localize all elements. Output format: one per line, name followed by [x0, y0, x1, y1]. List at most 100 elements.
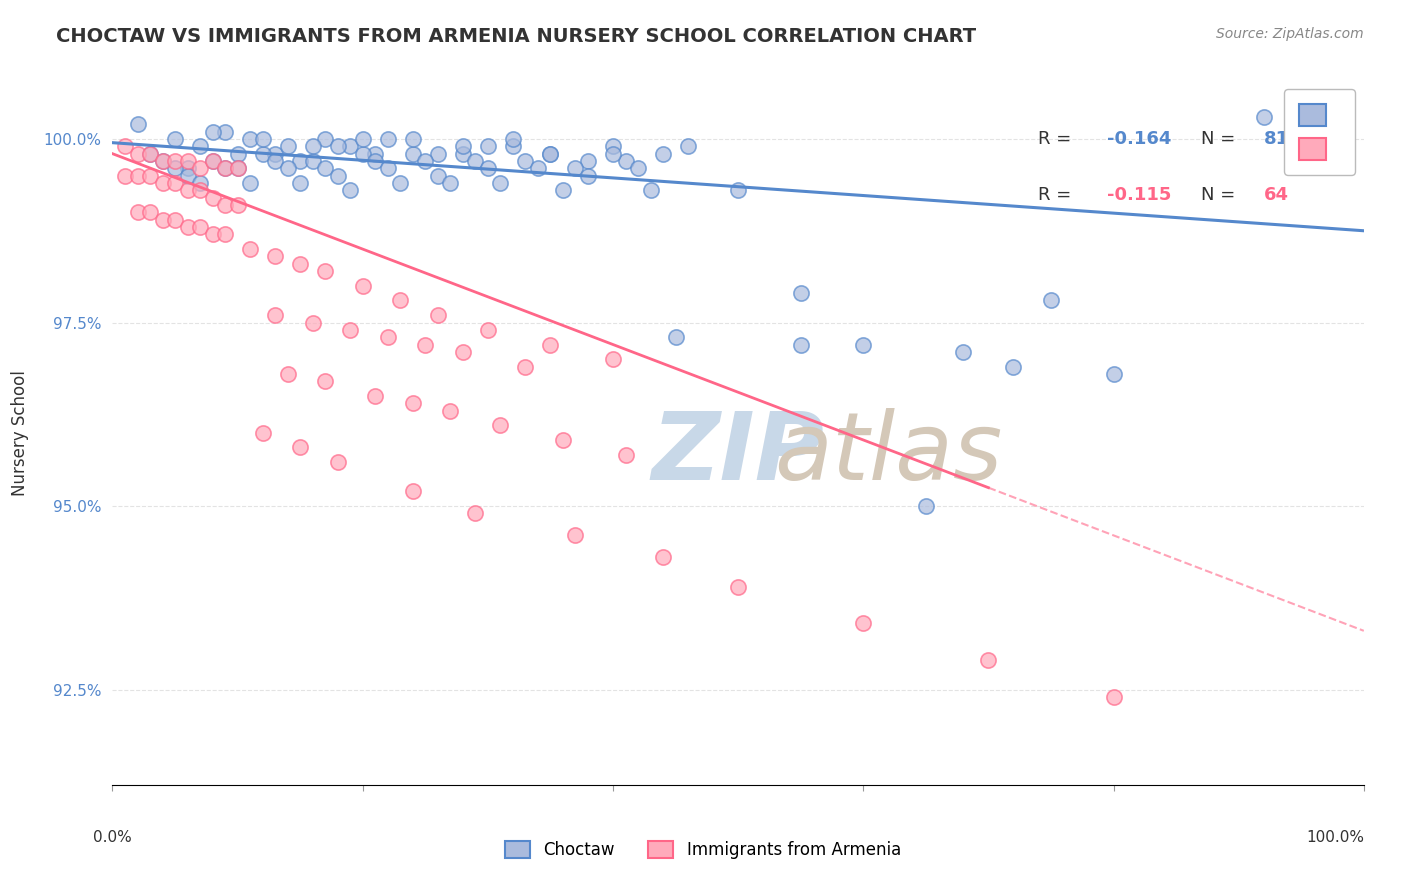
Point: [301, 154, 323, 169]
Point: [527, 161, 550, 176]
Point: [163, 161, 186, 176]
Point: [413, 154, 436, 169]
Point: [377, 330, 399, 344]
Point: [290, 176, 312, 190]
Point: [226, 198, 249, 212]
Point: [576, 154, 599, 169]
Legend: Choctaw, Immigrants from Armenia: Choctaw, Immigrants from Armenia: [499, 834, 907, 866]
Point: [188, 220, 211, 235]
Point: [152, 176, 174, 190]
Point: [402, 484, 425, 499]
Point: [727, 580, 749, 594]
Point: [201, 191, 224, 205]
Point: [451, 344, 474, 359]
Point: [489, 176, 512, 190]
Point: [426, 146, 449, 161]
Point: [352, 132, 374, 146]
Point: [314, 374, 336, 388]
Point: [214, 198, 236, 212]
Point: [152, 154, 174, 169]
Text: ZIP: ZIP: [652, 408, 824, 500]
Point: [852, 337, 875, 351]
Point: [290, 154, 312, 169]
Point: [264, 249, 287, 263]
Point: [252, 425, 274, 440]
Point: [339, 323, 361, 337]
Point: [127, 117, 149, 131]
Point: [652, 550, 675, 565]
Point: [502, 132, 524, 146]
Point: [152, 212, 174, 227]
Point: [163, 154, 186, 169]
Point: [426, 308, 449, 322]
Point: [402, 146, 425, 161]
Legend: , : ,: [1284, 89, 1355, 175]
Point: [1102, 367, 1125, 381]
Point: [1315, 125, 1337, 139]
Point: [176, 220, 198, 235]
Text: N =: N =: [1201, 129, 1241, 147]
Point: [301, 316, 323, 330]
Point: [602, 139, 624, 153]
Point: [214, 161, 236, 176]
Point: [127, 205, 149, 219]
Point: [389, 293, 412, 308]
Point: [277, 367, 299, 381]
Point: [790, 337, 813, 351]
Point: [538, 146, 561, 161]
Point: [602, 146, 624, 161]
Point: [163, 132, 186, 146]
Point: [564, 528, 586, 542]
Point: [214, 125, 236, 139]
Point: [1039, 293, 1063, 308]
Text: CHOCTAW VS IMMIGRANTS FROM ARMENIA NURSERY SCHOOL CORRELATION CHART: CHOCTAW VS IMMIGRANTS FROM ARMENIA NURSE…: [56, 27, 976, 45]
Text: atlas: atlas: [775, 409, 1002, 500]
Point: [1102, 690, 1125, 704]
Point: [564, 161, 586, 176]
Text: 81: 81: [1264, 129, 1289, 147]
Point: [239, 242, 262, 256]
Point: [326, 139, 349, 153]
Point: [377, 132, 399, 146]
Point: [290, 257, 312, 271]
Point: [477, 323, 499, 337]
Point: [252, 146, 274, 161]
Point: [277, 139, 299, 153]
Point: [551, 183, 574, 197]
Point: [439, 403, 461, 417]
Point: [915, 499, 938, 513]
Point: [239, 132, 262, 146]
Text: R =: R =: [1039, 186, 1077, 204]
Point: [352, 278, 374, 293]
Point: [852, 616, 875, 631]
Point: [226, 146, 249, 161]
Point: [114, 139, 136, 153]
Point: [139, 146, 162, 161]
Point: [451, 139, 474, 153]
Point: [277, 161, 299, 176]
Point: [176, 161, 198, 176]
Point: [790, 286, 813, 301]
Point: [477, 139, 499, 153]
Point: [252, 132, 274, 146]
Point: [339, 139, 361, 153]
Point: [226, 161, 249, 176]
Point: [652, 146, 675, 161]
Point: [614, 154, 637, 169]
Text: -0.115: -0.115: [1108, 186, 1171, 204]
Point: [214, 227, 236, 242]
Point: [339, 183, 361, 197]
Point: [952, 344, 974, 359]
Point: [264, 308, 287, 322]
Point: [664, 330, 686, 344]
Point: [201, 154, 224, 169]
Point: [515, 359, 537, 374]
Point: [477, 161, 499, 176]
Point: [489, 418, 512, 433]
Point: [640, 183, 662, 197]
Point: [314, 264, 336, 278]
Point: [326, 455, 349, 469]
Point: [226, 161, 249, 176]
Point: [264, 146, 287, 161]
Point: [364, 389, 387, 403]
